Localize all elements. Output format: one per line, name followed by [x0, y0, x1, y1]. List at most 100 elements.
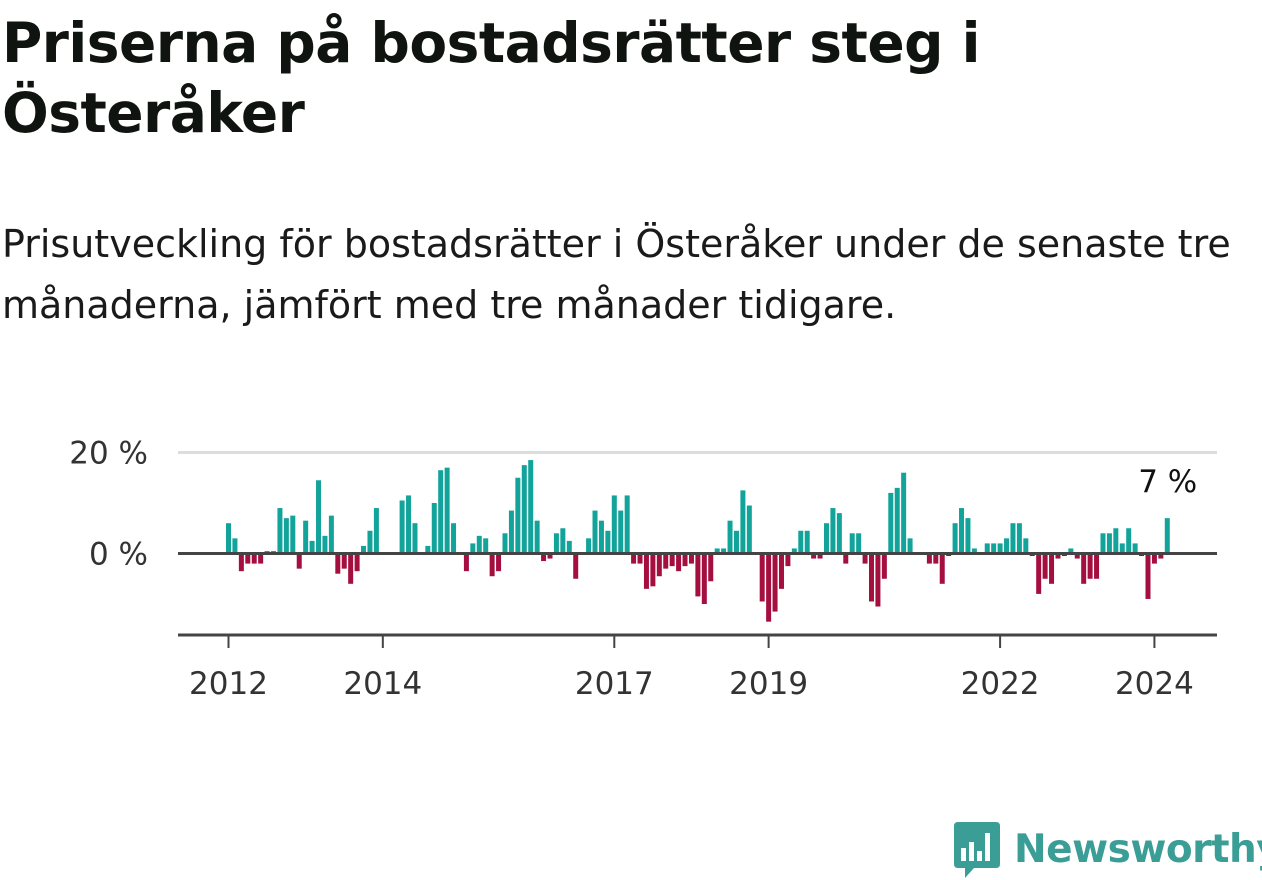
bar — [258, 553, 264, 564]
bar — [508, 510, 514, 554]
bar — [541, 553, 547, 562]
bar — [1016, 523, 1022, 554]
bar — [354, 553, 360, 572]
bar — [631, 553, 637, 564]
bar — [721, 548, 727, 554]
bar — [939, 553, 945, 584]
bar — [1094, 553, 1100, 579]
bar — [766, 553, 772, 622]
bar — [1126, 528, 1132, 554]
bar — [373, 508, 379, 554]
bar — [869, 553, 874, 602]
bar — [811, 553, 817, 559]
bar — [1010, 523, 1016, 554]
bar — [817, 553, 823, 559]
bar — [952, 523, 958, 554]
bar — [444, 467, 450, 554]
bar — [322, 535, 328, 554]
bar — [226, 523, 231, 554]
bar — [463, 553, 469, 572]
bar — [611, 495, 617, 554]
bar — [624, 495, 630, 554]
bar — [1151, 553, 1157, 564]
bar — [656, 553, 662, 577]
bar — [431, 503, 437, 554]
bar — [251, 553, 257, 564]
bar — [553, 533, 559, 554]
bar — [406, 495, 412, 554]
bar — [328, 515, 334, 554]
bar — [991, 543, 997, 554]
bar — [1164, 518, 1170, 554]
bar — [907, 538, 913, 554]
bar — [1158, 553, 1164, 559]
bar — [791, 548, 797, 554]
y-tick-label: 20 % — [69, 436, 148, 472]
bar — [875, 553, 881, 607]
bar — [303, 520, 309, 554]
bar — [971, 548, 977, 554]
bar — [785, 553, 791, 567]
bar — [618, 510, 624, 554]
bar — [476, 535, 482, 554]
chart-title: Priserna på bostadsrätter steg i Österåk… — [2, 11, 981, 145]
bar — [586, 538, 592, 554]
bar — [515, 477, 521, 554]
bar — [727, 520, 733, 554]
bar — [1145, 553, 1151, 599]
x-tick-label: 2019 — [729, 666, 808, 702]
bar — [309, 540, 315, 554]
brand-logo: Newsworthy — [950, 818, 1262, 880]
bar — [470, 543, 476, 554]
bar — [804, 530, 810, 554]
bar — [367, 530, 373, 554]
bar — [843, 553, 849, 564]
bar — [560, 528, 566, 554]
bar — [901, 472, 907, 554]
bar — [1042, 553, 1048, 579]
x-tick-label: 2024 — [1115, 666, 1194, 702]
bar — [489, 553, 495, 577]
bar — [1119, 543, 1125, 554]
x-tick-label: 2014 — [343, 666, 422, 702]
bar — [1113, 528, 1119, 554]
bar — [746, 505, 752, 554]
bar — [1055, 553, 1061, 559]
bar — [714, 548, 720, 554]
bar — [296, 553, 302, 569]
bar — [335, 553, 341, 574]
bar — [1036, 553, 1042, 594]
bar — [798, 530, 804, 554]
bar — [836, 513, 842, 554]
bar — [528, 460, 534, 554]
chart-subtitle: Prisutveckling för bostadsrätter i Öster… — [2, 222, 1231, 327]
bar — [521, 465, 527, 554]
bar — [959, 508, 965, 554]
bar — [1004, 538, 1010, 554]
bar — [1023, 538, 1029, 554]
bar — [496, 553, 502, 572]
bar — [451, 523, 457, 554]
bar — [708, 553, 714, 582]
bar — [997, 543, 1003, 554]
bar — [695, 553, 701, 597]
x-tick-label: 2017 — [575, 666, 654, 702]
x-tick-label: 2022 — [961, 666, 1040, 702]
bar — [1100, 533, 1106, 554]
bar — [1087, 553, 1093, 579]
bar — [399, 500, 405, 554]
y-tick-label: 0 % — [89, 537, 148, 573]
bar — [830, 508, 836, 554]
bar — [759, 553, 765, 602]
bar — [650, 553, 656, 587]
bar — [849, 533, 855, 554]
bar — [283, 518, 289, 554]
bar — [566, 540, 572, 554]
bar — [1106, 533, 1112, 554]
bar — [888, 492, 894, 554]
bar — [598, 520, 604, 554]
bar — [412, 523, 418, 554]
bar — [669, 553, 675, 567]
bar — [483, 538, 489, 554]
bar — [856, 533, 862, 554]
